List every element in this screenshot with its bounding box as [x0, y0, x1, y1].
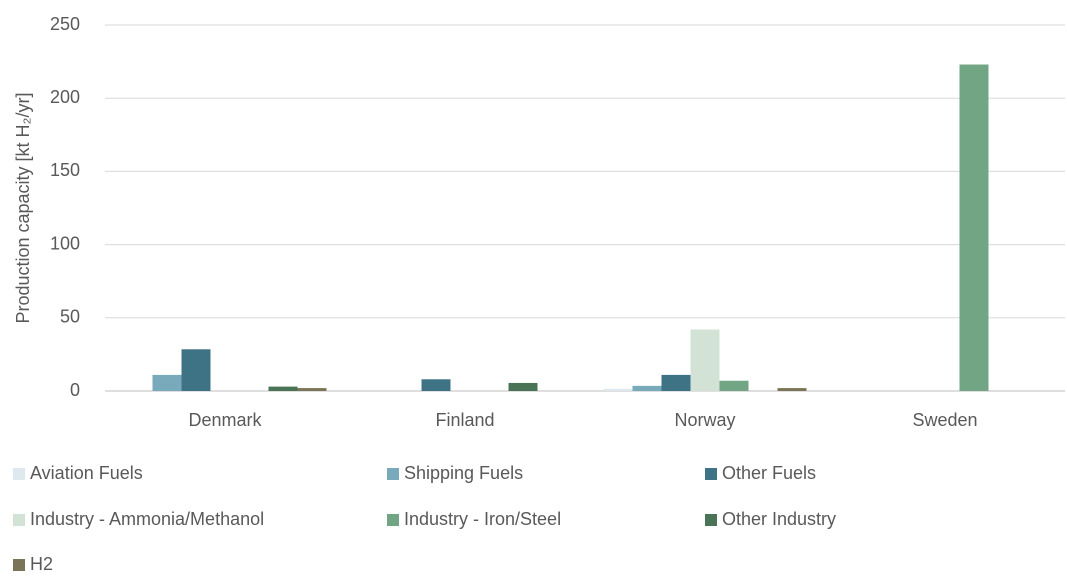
legend-label: Aviation Fuels — [30, 463, 143, 483]
x-tick-label: Denmark — [188, 410, 262, 430]
y-tick-label: 250 — [50, 14, 80, 34]
legend-label: Shipping Fuels — [404, 463, 523, 483]
x-tick-label: Finland — [435, 410, 494, 430]
legend-label: Industry - Ammonia/Methanol — [30, 509, 264, 529]
bar — [959, 64, 989, 391]
legend-label: Industry - Iron/Steel — [404, 509, 561, 529]
bar — [661, 374, 691, 391]
bar — [297, 388, 327, 391]
y-axis-label: Production capacity [kt H₂/yr] — [13, 92, 33, 323]
x-tick-label: Norway — [674, 410, 735, 430]
bar — [152, 374, 182, 391]
y-tick-label: 0 — [70, 380, 80, 400]
legend-swatch — [705, 514, 717, 526]
bar — [719, 380, 749, 391]
legend-label: Other Industry — [722, 509, 836, 529]
x-tick-label: Sweden — [912, 410, 977, 430]
legend-swatch — [13, 514, 25, 526]
bar — [508, 382, 538, 391]
bar — [632, 385, 662, 391]
bar — [603, 388, 633, 391]
bar — [777, 388, 807, 391]
bar — [268, 386, 298, 391]
bar — [421, 379, 451, 391]
legend-swatch — [13, 468, 25, 480]
y-tick-label: 100 — [50, 233, 80, 253]
legend-label: Other Fuels — [722, 463, 816, 483]
y-tick-label: 200 — [50, 87, 80, 107]
y-tick-label: 150 — [50, 160, 80, 180]
legend-label: H2 — [30, 554, 53, 572]
legend-swatch — [13, 559, 25, 571]
y-tick-label: 50 — [60, 307, 80, 327]
legend-swatch — [387, 514, 399, 526]
bar — [690, 329, 720, 391]
legend-swatch — [705, 468, 717, 480]
bar — [181, 349, 211, 391]
legend-swatch — [387, 468, 399, 480]
